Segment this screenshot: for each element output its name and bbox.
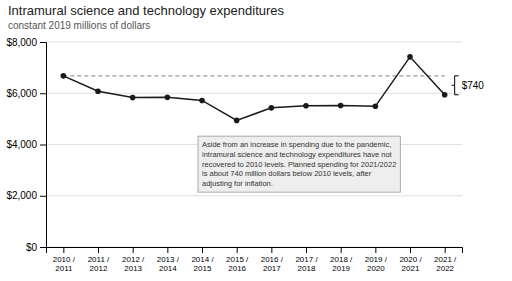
x-tick-label: 2019 /2020 (365, 255, 388, 273)
x-tick-mark (202, 247, 203, 253)
x-tick: 2018 /2019 (330, 247, 353, 273)
grid-line (46, 42, 462, 43)
annotation-text: Aside from an increase in spending due t… (202, 140, 396, 188)
x-tick: 2015 /2016 (226, 247, 249, 273)
x-tick: 2021 /2022 (434, 247, 457, 273)
x-tick-label: 2017 /2018 (295, 255, 318, 273)
plot: $0 $2,000 $4,000 $6,000 $8,000 2010 /2011 2011… (6, 37, 484, 273)
y-tick-label: $4,000 (6, 139, 37, 150)
x-tick-label: 2015 /2016 (226, 255, 249, 273)
x-tick-mark (410, 247, 411, 253)
x-tick: 2017 /2018 (295, 247, 318, 273)
x-tick-label: 2021 /2022 (434, 255, 457, 273)
x-tick: 2019 /2020 (365, 247, 388, 273)
x-tick: 2020 /2021 (399, 247, 422, 273)
x-tick-mark (167, 247, 168, 253)
point (61, 73, 67, 79)
x-tick-mark (306, 247, 307, 253)
y-tick-label: $2,000 (6, 190, 37, 201)
x-tick-mark (237, 247, 238, 253)
brace: $740 (452, 76, 485, 95)
point (407, 54, 413, 60)
y-tick-mark (40, 145, 46, 146)
y-tick-mark (40, 247, 46, 248)
x-axis-line (47, 248, 463, 254)
y-tick: $0 (26, 242, 46, 253)
grid-line (46, 195, 462, 196)
y-tick-label: $0 (26, 242, 38, 253)
line (63, 57, 444, 121)
x-axis: 2010 /2011 2011 /2012 2012 /2013 2013 /2014… (47, 247, 463, 273)
y-tick: $6,000 (6, 88, 46, 99)
y-tick: $8,000 (6, 37, 46, 48)
x-tick-mark (341, 247, 342, 253)
x-tick-mark (445, 247, 446, 253)
x-tick-label: 2010 /2011 (53, 255, 76, 273)
y-axis: $0 $2,000 $4,000 $6,000 $8,000 (6, 37, 46, 253)
point (95, 88, 101, 94)
y-tick-label: $8,000 (6, 37, 37, 48)
x-tick: 2012 /2013 (122, 247, 145, 273)
x-tick: 2013 /2014 (157, 247, 180, 273)
x-tick-mark (63, 247, 64, 253)
x-tick-label: 2014 /2015 (191, 255, 214, 273)
x-tick: 2010 /2011 (53, 247, 76, 273)
x-tick: 2014 /2015 (191, 247, 214, 273)
reference-line (63, 75, 444, 76)
x-tick-mark (271, 247, 272, 253)
x-tick: 2016 /2017 (261, 247, 284, 273)
x-tick-label: 2012 /2013 (122, 255, 145, 273)
grid (46, 42, 462, 247)
y-tick-mark (40, 196, 46, 197)
y-axis-line (40, 43, 47, 248)
point (130, 95, 136, 101)
y-tick: $2,000 (6, 190, 46, 201)
annotation: Aside from an increase in spending due t… (198, 136, 400, 192)
x-tick: 2011 /2012 (88, 247, 110, 273)
point (269, 105, 275, 111)
x-tick-label: 2020 /2021 (399, 255, 422, 273)
x-tick-label: 2013 /2014 (157, 255, 180, 273)
y-tick-label: $6,000 (6, 88, 37, 99)
point (199, 98, 205, 104)
annotation-box (198, 136, 400, 192)
point (338, 103, 344, 109)
point (373, 104, 379, 110)
y-tick-mark (40, 93, 46, 94)
x-tick-label: 2016 /2017 (261, 255, 284, 273)
point (303, 103, 309, 109)
x-tick-label: 2011 /2012 (88, 255, 110, 273)
x-tick-mark (133, 247, 134, 253)
x-tick-label: 2018 /2019 (330, 255, 353, 273)
y-tick-mark (40, 42, 46, 43)
x-tick-mark (98, 247, 99, 253)
y-tick: $4,000 (6, 139, 46, 150)
x-tick-mark (375, 247, 376, 253)
title: Intramural science and technology expend… (8, 3, 285, 18)
point (234, 118, 240, 124)
brace-label: $740 (462, 80, 485, 91)
brace-line (452, 76, 459, 95)
chart: Intramural science and technology expend… (0, 0, 512, 281)
marks (61, 54, 448, 123)
point (442, 92, 448, 98)
subtitle: constant 2019 millions of dollars (8, 20, 150, 31)
point (165, 95, 171, 101)
